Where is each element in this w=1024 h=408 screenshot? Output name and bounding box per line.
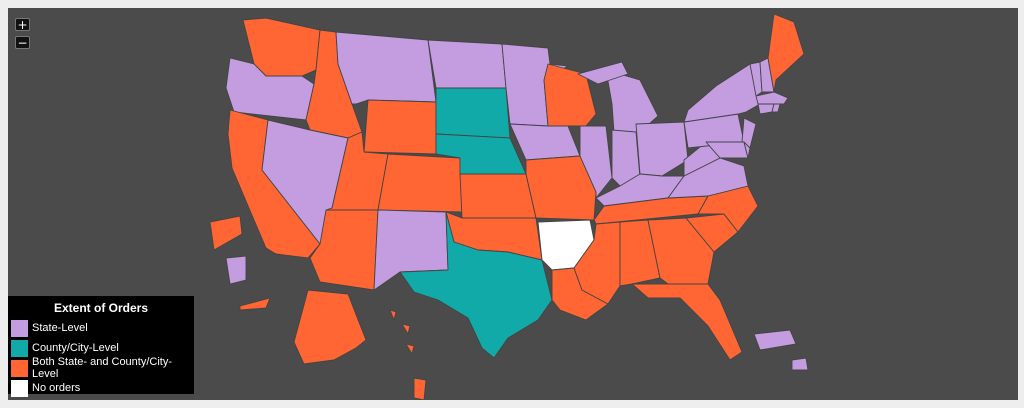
state-alabama[interactable]: [619, 219, 661, 287]
state-michigan[interactable]: [577, 61, 629, 85]
state-wisconsin[interactable]: [543, 63, 597, 127]
zoom-out-button[interactable]: −: [15, 36, 30, 49]
state-montana[interactable]: [335, 31, 437, 105]
legend-swatch: [11, 339, 28, 357]
state-alaska[interactable]: [293, 289, 367, 365]
legend-label: Both State- and County/City-Level: [32, 356, 173, 380]
state-puerto-rico[interactable]: [753, 329, 797, 351]
state-rhode-island[interactable]: [771, 103, 781, 113]
state-texas[interactable]: [399, 211, 553, 359]
state-connecticut[interactable]: [757, 103, 775, 115]
legend-item-county-city-level: County/City-Level: [11, 338, 191, 358]
state-wyoming[interactable]: [363, 99, 437, 155]
state-kansas[interactable]: [459, 173, 537, 219]
state-maine[interactable]: [767, 13, 805, 93]
legend-item-state-level: State-Level: [11, 318, 191, 338]
state-hawaii[interactable]: [405, 343, 415, 355]
state-colorado[interactable]: [377, 153, 463, 213]
legend-label: State-Level: [32, 322, 88, 334]
state-hawaii[interactable]: [413, 377, 427, 400]
state-alaska[interactable]: [239, 297, 271, 311]
state-hawaii[interactable]: [401, 323, 411, 335]
legend-label: No orders: [32, 382, 81, 394]
legend-swatch: [11, 319, 28, 337]
legend-label: County/City-Level: [32, 342, 119, 354]
state-nevada[interactable]: [225, 255, 247, 285]
state-puerto-rico[interactable]: [791, 357, 809, 371]
state-iowa[interactable]: [509, 123, 581, 161]
state-new-york[interactable]: [683, 63, 761, 123]
zoom-in-button[interactable]: +: [15, 18, 30, 31]
state-delaware[interactable]: [743, 141, 751, 159]
state-massachusetts[interactable]: [755, 91, 789, 105]
map-legend: Extent of Orders State-Level County/City…: [8, 296, 194, 397]
legend-swatch: [11, 379, 28, 397]
legend-swatch: [11, 359, 28, 377]
legend-title: Extent of Orders: [53, 301, 149, 315]
state-south-dakota[interactable]: [435, 87, 511, 139]
state-florida[interactable]: [631, 283, 743, 361]
state-hawaii[interactable]: [389, 309, 397, 321]
legend-item-no-orders: No orders: [11, 378, 191, 398]
state-california[interactable]: [209, 215, 243, 251]
legend-item-both-levels: Both State- and County/City-Level: [11, 356, 191, 380]
state-north-dakota[interactable]: [427, 39, 507, 89]
us-state-map[interactable]: [8, 8, 1018, 400]
state-ohio[interactable]: [635, 121, 689, 177]
